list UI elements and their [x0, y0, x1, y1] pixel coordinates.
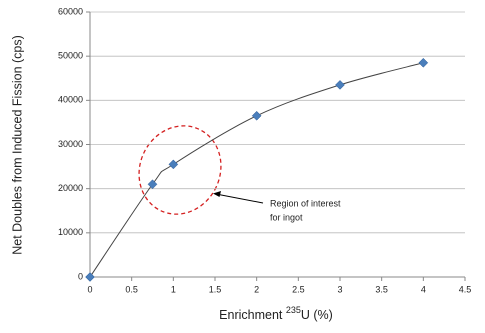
data-point: [85, 272, 95, 282]
y-tick-label: 60000: [58, 6, 83, 16]
x-tick-label: 4.5: [459, 284, 472, 294]
x-tick-label: 2.5: [292, 284, 305, 294]
x-tick-label: 0.5: [125, 284, 138, 294]
arrowhead: [213, 191, 221, 197]
x-tick-label: 3: [337, 284, 342, 294]
x-tick-label: 1.5: [209, 284, 222, 294]
data-point: [168, 159, 179, 170]
x-axis-title-sup: 235: [286, 305, 301, 315]
x-tick-label: 4: [421, 284, 426, 294]
y-tick-label: 30000: [58, 139, 83, 149]
annotation: for ingot: [270, 212, 303, 222]
annotation: Region of interest: [270, 198, 341, 208]
fit-line: [89, 62, 424, 278]
data-point: [335, 80, 345, 90]
y-tick-label: 50000: [58, 51, 83, 61]
x-tick-label: 3.5: [375, 284, 388, 294]
x-tick-label: 2: [254, 284, 259, 294]
x-axis-title-part: U (%): [301, 308, 333, 322]
annotation-arrow: [215, 193, 264, 204]
x-axis-title: Enrichment 235U (%): [219, 305, 333, 322]
y-axis-title: Net Doubles from Induced Fission (cps): [10, 35, 24, 255]
y-tick-label: 10000: [58, 227, 83, 237]
data-point: [147, 179, 158, 190]
y-tick-label: 20000: [58, 183, 83, 193]
data-point: [418, 57, 429, 68]
x-tick-label: 0: [87, 284, 92, 294]
y-tick-label: 0: [78, 271, 83, 281]
x-axis-title-part: Enrichment: [219, 308, 286, 322]
y-tick-label: 40000: [58, 95, 83, 105]
x-tick-label: 1: [171, 284, 176, 294]
data-point: [251, 110, 262, 121]
region-ellipse: [138, 125, 222, 215]
